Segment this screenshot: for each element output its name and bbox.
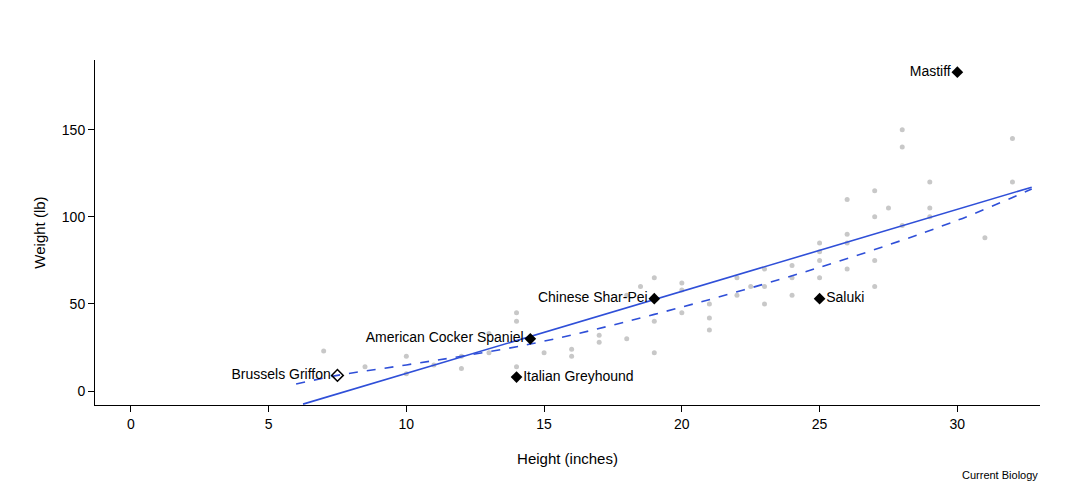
svg-text:Mastiff: Mastiff [910, 63, 951, 79]
svg-text:0: 0 [127, 416, 135, 432]
svg-text:5: 5 [265, 416, 273, 432]
svg-text:Italian Greyhound: Italian Greyhound [523, 368, 634, 384]
svg-text:50: 50 [70, 296, 86, 312]
svg-text:25: 25 [812, 416, 828, 432]
svg-text:Saluki: Saluki [826, 289, 864, 305]
svg-text:20: 20 [674, 416, 690, 432]
svg-text:Brussels Griffon: Brussels Griffon [231, 366, 330, 382]
svg-text:0: 0 [77, 383, 85, 399]
svg-text:Current Biology: Current Biology [962, 469, 1038, 481]
svg-text:100: 100 [62, 209, 86, 225]
svg-text:Chinese Shar-Pei: Chinese Shar-Pei [538, 289, 648, 305]
svg-text:15: 15 [536, 416, 552, 432]
svg-text:Height (inches): Height (inches) [517, 450, 618, 467]
svg-text:10: 10 [399, 416, 415, 432]
svg-text:American Cocker Spaniel: American Cocker Spaniel [366, 329, 524, 345]
svg-text:30: 30 [950, 416, 966, 432]
svg-text:Weight (lb): Weight (lb) [31, 196, 48, 268]
svg-text:150: 150 [62, 122, 86, 138]
